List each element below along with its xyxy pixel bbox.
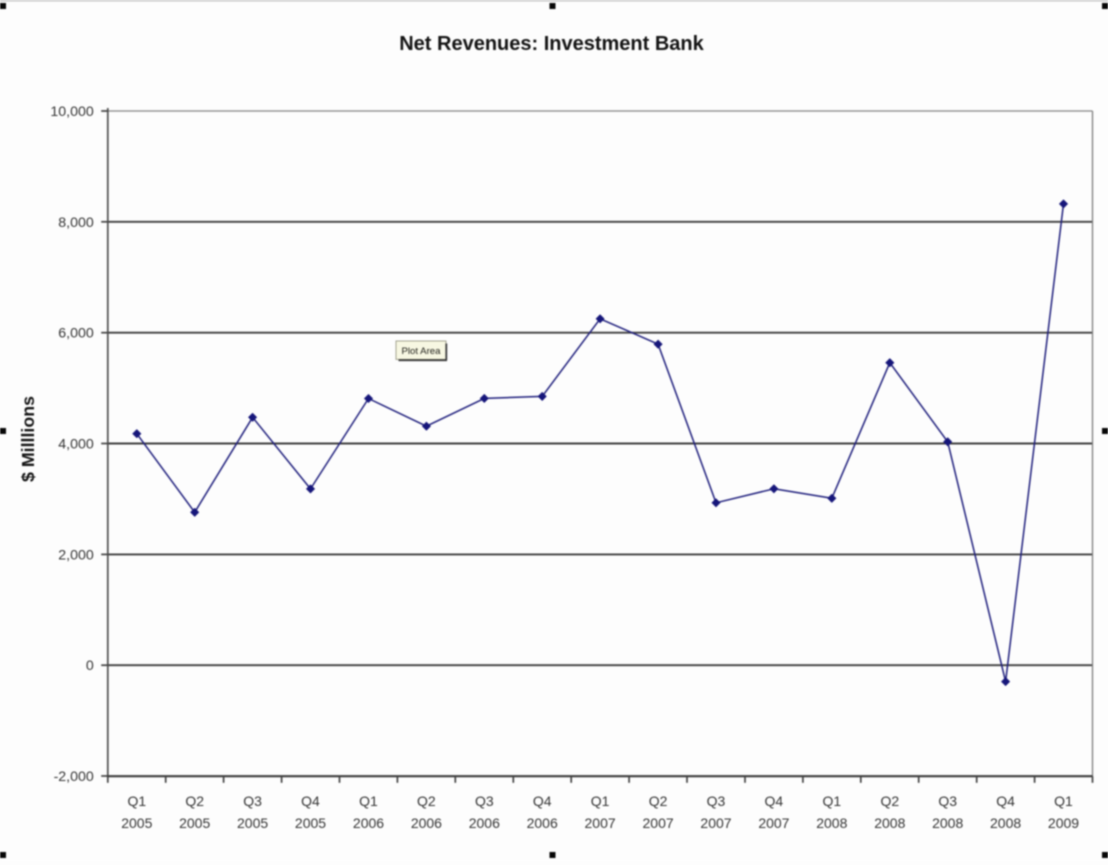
svg-text:2007: 2007: [643, 815, 674, 831]
svg-text:4,000: 4,000: [58, 437, 94, 453]
svg-text:2005: 2005: [121, 815, 152, 831]
svg-text:2006: 2006: [469, 815, 500, 831]
svg-text:2009: 2009: [1048, 815, 1079, 831]
svg-text:2007: 2007: [585, 815, 616, 831]
svg-text:2007: 2007: [700, 815, 731, 831]
svg-text:Q3: Q3: [475, 793, 494, 809]
svg-text:Q2: Q2: [185, 793, 204, 809]
svg-text:2006: 2006: [527, 815, 558, 831]
svg-text:Q1: Q1: [591, 793, 610, 809]
svg-text:0: 0: [86, 658, 94, 674]
svg-text:Q3: Q3: [938, 793, 957, 809]
svg-text:8,000: 8,000: [58, 215, 94, 231]
svg-text:2008: 2008: [816, 815, 847, 831]
svg-text:2008: 2008: [932, 815, 963, 831]
svg-text:Q3: Q3: [243, 793, 262, 809]
svg-text:2006: 2006: [411, 815, 442, 831]
svg-text:2006: 2006: [353, 815, 384, 831]
svg-text:2,000: 2,000: [58, 547, 94, 563]
svg-text:Plot Area: Plot Area: [402, 346, 442, 357]
svg-text:Q1: Q1: [127, 793, 146, 809]
svg-text:2008: 2008: [874, 815, 905, 831]
svg-text:Q1: Q1: [822, 793, 841, 809]
svg-text:$ Milllions: $ Milllions: [18, 396, 38, 482]
svg-text:Q2: Q2: [880, 793, 899, 809]
svg-text:-2,000: -2,000: [54, 769, 94, 785]
svg-text:Q2: Q2: [417, 793, 436, 809]
svg-text:2005: 2005: [179, 815, 210, 831]
svg-text:Net Revenues: Investment Bank: Net Revenues: Investment Bank: [399, 33, 704, 55]
svg-text:2005: 2005: [237, 815, 268, 831]
svg-text:Q4: Q4: [533, 793, 552, 809]
svg-text:6,000: 6,000: [58, 326, 94, 342]
svg-text:Q2: Q2: [649, 793, 668, 809]
svg-text:2005: 2005: [295, 815, 326, 831]
svg-text:Q4: Q4: [765, 793, 784, 809]
svg-text:Q3: Q3: [707, 793, 726, 809]
svg-text:2008: 2008: [990, 815, 1021, 831]
svg-text:2007: 2007: [758, 815, 789, 831]
svg-text:Q1: Q1: [359, 793, 378, 809]
svg-text:10,000: 10,000: [50, 104, 94, 120]
svg-text:Q1: Q1: [1054, 793, 1073, 809]
svg-text:Q4: Q4: [996, 793, 1015, 809]
svg-text:Q4: Q4: [301, 793, 320, 809]
